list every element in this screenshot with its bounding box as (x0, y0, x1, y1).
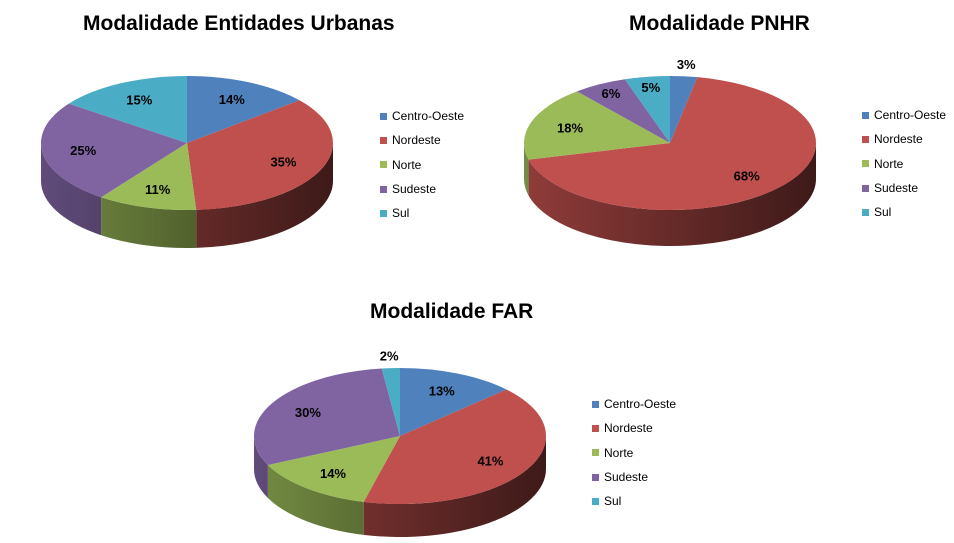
data-label-norte: 18% (557, 121, 583, 136)
pie-side-norte (524, 143, 529, 196)
pie-slice-sudeste (254, 368, 400, 465)
data-label-centro-oeste: 3% (677, 57, 696, 72)
legend-item-sudeste: Sudeste (592, 465, 676, 489)
legend-item-nordeste: Nordeste (862, 127, 946, 151)
legend-item-norte: Norte (862, 152, 946, 176)
pie-slice-centro-oeste (187, 76, 300, 143)
legend-swatch (862, 208, 869, 216)
legend-item-centro-oeste: Centro-Oeste (592, 392, 676, 416)
pie-side-walls (41, 143, 333, 249)
pie-side-nordeste (363, 436, 546, 537)
legend-swatch (592, 497, 599, 505)
data-label-nordeste: 35% (270, 155, 296, 170)
pie-side-nordeste (528, 143, 816, 247)
data-label-centro-oeste: 13% (429, 384, 455, 399)
legend-item-sul: Sul (862, 200, 946, 224)
legend-item-centro-oeste: Centro-Oeste (380, 104, 464, 128)
data-label-nordeste: 68% (734, 169, 760, 184)
pie-slice-centro-oeste (400, 368, 507, 436)
data-label-norte: 11% (145, 182, 171, 197)
legend-label: Sul (604, 494, 622, 509)
pie-slice-nordeste (363, 389, 546, 504)
legend-swatch (592, 400, 599, 408)
legend-item-sul: Sul (592, 489, 676, 513)
pie-side-norte (267, 464, 364, 535)
pie-side-nordeste (196, 143, 333, 248)
pie-slice-centro-oeste (670, 76, 698, 143)
legend-item-sul: Sul (380, 201, 464, 225)
pie-slice-sudeste (576, 79, 670, 143)
legend-label: Centro-Oeste (874, 108, 947, 123)
legend-swatch (592, 424, 599, 432)
data-label-sudeste: 30% (295, 405, 321, 420)
chart-title: Modalidade FAR (370, 300, 534, 323)
pie-slice-norte (524, 91, 670, 160)
legend-label: Norte (604, 445, 634, 460)
pie-side-walls (254, 436, 546, 537)
legend-swatch (380, 112, 387, 120)
legend-item-centro-oeste: Centro-Oeste (862, 103, 946, 127)
legend-label: Nordeste (392, 133, 441, 148)
data-label-sudeste: 25% (70, 143, 96, 158)
legend-label: Nordeste (604, 421, 653, 436)
legend-swatch (592, 449, 599, 457)
chart-title: Modalidade PNHR (629, 12, 810, 35)
legend-swatch (862, 184, 869, 192)
chart-legend: Centro-Oeste Nordeste Norte Sudeste Sul (380, 104, 464, 225)
legend-item-nordeste: Nordeste (592, 416, 676, 440)
pie-slice-sul (68, 76, 187, 143)
pie-slice-norte (267, 436, 400, 502)
data-label-norte: 14% (320, 466, 346, 481)
legend-label: Centro-Oeste (604, 397, 677, 412)
legend-label: Sudeste (392, 182, 437, 197)
legend-swatch (862, 111, 869, 119)
chart-legend: Centro-Oeste Nordeste Norte Sudeste Sul (592, 392, 676, 513)
data-label-sul: 15% (126, 93, 152, 108)
pie-slice-sul (624, 76, 670, 143)
legend-item-nordeste: Nordeste (380, 128, 464, 152)
data-label-sul: 2% (380, 348, 399, 363)
legend-item-norte: Norte (592, 441, 676, 465)
legend-label: Sudeste (874, 181, 919, 196)
pie-slice-nordeste (187, 100, 334, 210)
pie-slice-sul (381, 368, 400, 436)
pie-side-sudeste (41, 143, 102, 236)
data-label-centro-oeste: 14% (219, 92, 245, 107)
pie-side-sudeste (254, 436, 268, 498)
legend-label: Sudeste (604, 470, 649, 485)
legend-item-sudeste: Sudeste (862, 176, 946, 200)
pie-side-norte (101, 197, 197, 249)
legend-label: Norte (392, 157, 422, 172)
legend-label: Sul (874, 205, 892, 220)
legend-swatch (862, 160, 869, 168)
chart-title: Modalidade Entidades Urbanas (83, 12, 395, 35)
legend-swatch (380, 161, 387, 169)
legend-swatch (862, 135, 869, 143)
data-label-nordeste: 41% (477, 453, 503, 468)
chart-legend: Centro-Oeste Nordeste Norte Sudeste Sul (862, 103, 946, 224)
pie-side-walls (524, 143, 816, 247)
legend-label: Sul (392, 206, 410, 221)
legend-label: Nordeste (874, 132, 923, 147)
legend-label: Centro-Oeste (392, 109, 465, 124)
pie-slice-norte (101, 143, 197, 211)
legend-swatch (380, 209, 387, 217)
legend-swatch (380, 185, 387, 193)
legend-item-sudeste: Sudeste (380, 177, 464, 201)
legend-swatch (592, 473, 599, 481)
data-label-sudeste: 6% (602, 86, 621, 101)
pie-slice-nordeste (528, 77, 816, 210)
legend-item-norte: Norte (380, 153, 464, 177)
legend-label: Norte (874, 156, 904, 171)
data-label-sul: 5% (641, 80, 660, 95)
pie-slice-sudeste (41, 103, 188, 198)
legend-swatch (380, 136, 387, 144)
